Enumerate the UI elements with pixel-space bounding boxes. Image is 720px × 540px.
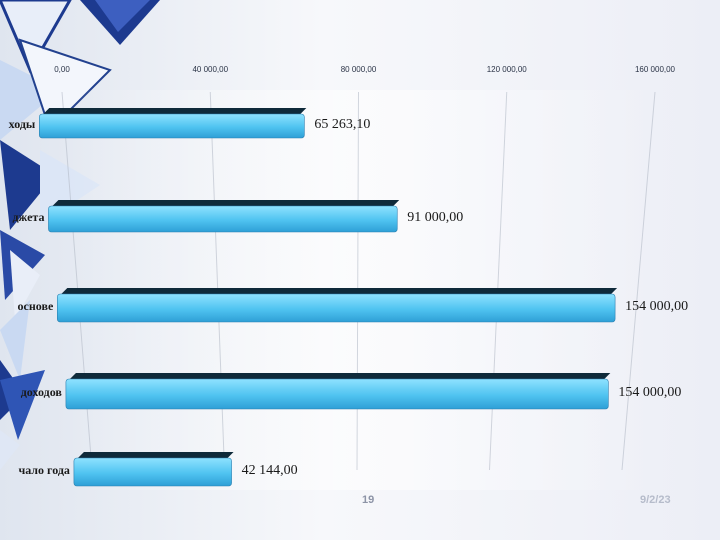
bar [65,378,609,410]
bar [48,205,398,233]
bars [39,108,618,487]
bar-value-label: 42 144,00 [242,463,298,478]
bar-top-face [52,200,400,206]
x-tick-label: 160 000,00 [635,65,676,74]
x-tick-label: 0,00 [54,65,70,74]
bar-top-face [77,452,234,458]
bar [57,293,616,323]
decorative-triangles [0,0,160,470]
gridline [621,91,656,471]
bar-value-label: 65 263,10 [314,117,370,132]
x-tick-label: 80 000,00 [341,65,377,74]
category-label: джета [12,210,44,224]
bar [39,113,305,139]
category-label: основе [18,299,54,313]
labels: 65 263,10 ходы 91 000,00 джета 154 000,00 осн… [9,117,688,478]
bar-top-face [61,288,618,294]
x-axis-ticks: 0,00 40 000,00 80 000,00 120 000,00 160 000,… [54,65,675,74]
category-label: доходов [21,385,63,399]
bar-value-label: 91 000,00 [407,210,463,225]
bar-value-label: 154 000,00 [618,385,681,400]
x-tick-label: 120 000,00 [487,65,528,74]
category-label: ходы [9,117,36,131]
slide-date: 9/2/23 [640,494,671,506]
bar [73,457,232,487]
x-tick-label: 40 000,00 [192,65,228,74]
bar-value-label: 154 000,00 [625,299,688,314]
category-label: чало года [18,463,69,477]
bar-top-face [43,108,307,114]
bar-top-face [69,373,611,379]
page-number: 19 [362,494,375,506]
